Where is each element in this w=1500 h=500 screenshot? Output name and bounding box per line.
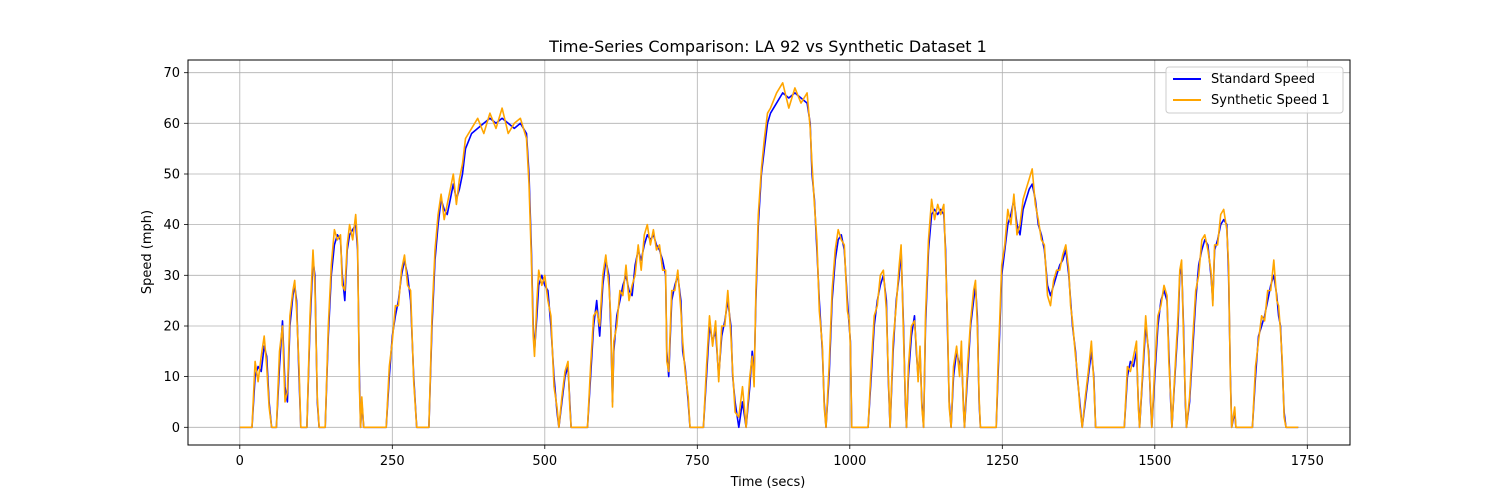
y-tick-label: 0 [172, 421, 180, 436]
x-axis-label: Time (secs) [730, 475, 806, 490]
x-tick-label: 1500 [1138, 454, 1171, 469]
legend-label-standard-speed: Standard Speed [1211, 72, 1315, 87]
chart-title: Time-Series Comparison: LA 92 vs Synthet… [548, 37, 987, 56]
x-tick-label: 750 [685, 454, 710, 469]
x-tick-label: 1750 [1291, 454, 1324, 469]
y-axis-label: Speed (mph) [140, 210, 155, 294]
x-tick-label: 500 [532, 454, 557, 469]
y-tick-label: 70 [163, 66, 180, 81]
legend-box [1165, 66, 1344, 114]
y-tick-label: 40 [163, 218, 180, 233]
y-tick-label: 50 [163, 168, 180, 183]
series-lines [239, 82, 1299, 429]
x-tick-label: 0 [236, 454, 244, 469]
y-tick-label: 60 [163, 117, 180, 132]
x-tick-label: 1250 [986, 454, 1019, 469]
y-tick-label: 30 [163, 269, 180, 284]
legend-label-synthetic-speed-1: Synthetic Speed 1 [1211, 93, 1330, 108]
x-tick-label: 1000 [833, 454, 866, 469]
axis-ticks: 0 250 500 750 1000 1250 1500 1750 0 10 20 30 40 50 60 7… [163, 66, 1323, 469]
plot-frame [187, 59, 1351, 446]
legend: Standard Speed Synthetic Speed 1 [1165, 66, 1344, 114]
x-tick-label: 250 [380, 454, 405, 469]
y-tick-label: 20 [163, 320, 180, 335]
y-tick-label: 10 [163, 370, 180, 385]
series-line-synthetic-speed-1 [239, 82, 1299, 429]
